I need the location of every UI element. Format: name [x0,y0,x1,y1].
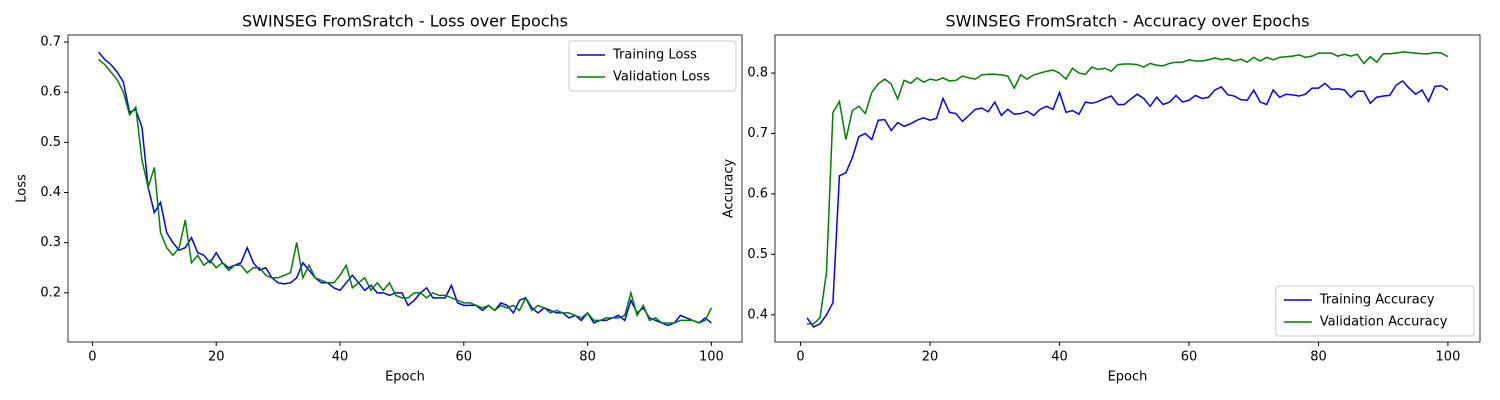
legend-label: Training Accuracy [1319,293,1435,308]
data-line [807,51,1449,325]
y-tick-label: 0.4 [40,185,61,200]
x-tick-label: 100 [699,350,724,365]
y-tick-label: 0.3 [40,235,61,250]
chart-title: SWINSEG FromSratch - Accuracy over Epoch… [946,12,1310,31]
y-tick-label: 0.8 [747,66,768,81]
data-line [98,58,713,324]
legend-box [1275,285,1475,337]
y-tick-label: 0.7 [40,35,61,50]
x-tick-label: 100 [1436,350,1461,365]
legend-label: Training Loss [612,48,697,63]
x-axis-label: Epoch [385,370,425,385]
y-tick-label: 0.6 [747,186,768,201]
legend-label: Validation Loss [613,70,710,85]
y-axis-label: Loss [15,174,30,203]
x-tick-label: 40 [1051,350,1068,365]
x-tick-label: 80 [579,350,596,365]
y-tick-label: 0.7 [747,126,768,141]
x-axis-label: Epoch [1108,370,1148,385]
data-line [806,79,1449,328]
axes-frame [774,34,1481,343]
y-tick-label: 0.6 [40,85,61,100]
x-tick-label: 20 [922,350,939,365]
y-tick-label: 0.2 [40,285,61,300]
y-tick-label: 0.5 [40,135,61,150]
y-tick-label: 0.4 [747,307,768,322]
x-tick-label: 0 [88,350,96,365]
y-tick-label: 0.5 [747,247,768,262]
x-tick-label: 20 [208,350,225,365]
legend-label: Validation Accuracy [1320,315,1448,330]
x-tick-label: 80 [1310,350,1327,365]
y-axis-label: Accuracy [722,159,737,219]
axes-frame [67,34,743,343]
x-tick-label: 60 [1181,350,1198,365]
chart-title: SWINSEG FromSratch - Loss over Epochs [242,12,568,31]
data-line [98,51,712,327]
x-tick-label: 60 [456,350,473,365]
x-tick-label: 0 [796,350,804,365]
x-tick-label: 40 [332,350,349,365]
legend-box [568,40,737,92]
